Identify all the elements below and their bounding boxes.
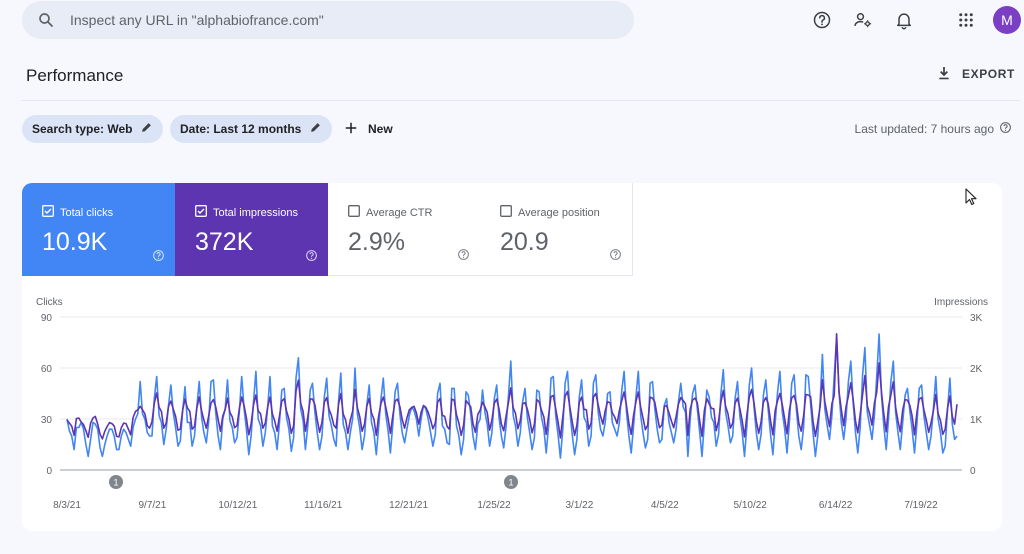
help-icon[interactable] <box>609 248 622 266</box>
apps-grid-icon[interactable] <box>954 8 978 32</box>
metric-value: 10.9K <box>42 228 108 256</box>
y-tick-right: 3K <box>970 313 983 324</box>
header-divider <box>22 100 1020 101</box>
x-tick-label: 8/3/21 <box>53 500 81 511</box>
metric-total-impressions[interactable]: Total impressions 372K <box>175 183 328 276</box>
edit-pencil-icon <box>132 121 153 137</box>
metric-average-ctr[interactable]: Average CTR 2.9% <box>328 183 481 276</box>
annotation-label: 1 <box>508 478 513 488</box>
checkbox-checked-icon[interactable] <box>42 205 54 220</box>
new-filter-label: New <box>368 122 393 136</box>
y-tick-right: 0 <box>970 466 976 477</box>
notifications-icon[interactable] <box>892 8 916 32</box>
checkbox-unchecked-icon[interactable] <box>500 205 512 220</box>
x-tick-label: 5/10/22 <box>734 500 768 511</box>
help-icon[interactable] <box>152 249 165 267</box>
plus-icon <box>344 121 358 138</box>
x-tick-label: 7/19/22 <box>904 500 938 511</box>
page-title: Performance <box>26 66 124 85</box>
url-inspection-search[interactable]: Inspect any URL in "alphabiofrance.com" <box>22 1 634 39</box>
y-tick-left: 90 <box>41 313 53 324</box>
x-tick-label: 4/5/22 <box>651 500 679 511</box>
search-type-label: Search type: Web <box>32 122 133 136</box>
y-axis-left-title: Clicks <box>36 297 63 308</box>
y-tick-left: 30 <box>41 415 53 426</box>
y-axis-right-ticks: 3K 2K 1K 0 <box>970 313 983 477</box>
checkbox-checked-icon[interactable] <box>195 205 207 220</box>
export-button[interactable]: EXPORT <box>936 64 1015 84</box>
annotation-marker <box>504 475 518 489</box>
x-tick-label: 1/25/22 <box>477 500 511 511</box>
search-icon <box>36 10 56 30</box>
x-tick-label: 12/21/21 <box>389 500 428 511</box>
metric-average-position[interactable]: Average position 20.9 <box>480 183 633 276</box>
last-updated-text: Last updated: 7 hours ago <box>854 122 994 136</box>
x-tick-label: 9/7/21 <box>138 500 166 511</box>
x-axis-ticks: 8/3/21 9/7/21 10/12/21 11/16/21 12/21/21 1/25… <box>53 500 938 511</box>
help-icon[interactable] <box>994 121 1012 137</box>
y-tick-right: 2K <box>970 364 983 375</box>
new-filter-button[interactable]: New <box>344 118 393 140</box>
date-filter-label: Date: Last 12 months <box>180 122 302 136</box>
metric-label: Total clicks <box>60 206 114 219</box>
y-tick-left: 0 <box>46 466 52 477</box>
metric-label: Average position <box>518 206 600 219</box>
annotation-label: 1 <box>113 478 118 488</box>
y-tick-left: 60 <box>41 364 53 375</box>
y-tick-right: 1K <box>970 415 983 426</box>
download-icon <box>936 65 952 84</box>
performance-card: Total clicks 10.9K Total impressions 372… <box>22 183 1002 531</box>
last-updated-status: Last updated: 7 hours ago <box>855 121 1012 137</box>
metric-total-clicks[interactable]: Total clicks 10.9K <box>22 183 175 276</box>
y-axis-right-title: Impressions <box>934 297 988 308</box>
edit-pencil-icon <box>301 121 322 137</box>
account-avatar[interactable]: M <box>993 6 1021 34</box>
help-icon[interactable] <box>305 249 318 267</box>
x-tick-label: 6/14/22 <box>819 500 853 511</box>
help-icon[interactable] <box>810 8 834 32</box>
mouse-cursor-icon <box>965 188 977 211</box>
series-line-impressions <box>66 332 958 440</box>
search-type-filter[interactable]: Search type: Web <box>22 115 164 143</box>
x-tick-label: 3/1/22 <box>565 500 593 511</box>
manage-users-icon[interactable] <box>851 8 875 32</box>
metric-label: Total impressions <box>213 206 298 219</box>
annotation-marker <box>109 475 123 489</box>
x-tick-label: 10/12/21 <box>218 500 257 511</box>
export-label: EXPORT <box>962 67 1015 81</box>
top-bar: Inspect any URL in "alphabiofrance.com" … <box>0 0 1024 40</box>
date-filter[interactable]: Date: Last 12 months <box>170 115 333 143</box>
help-icon[interactable] <box>457 248 470 266</box>
metric-value: 2.9% <box>348 228 405 256</box>
y-axis-left-ticks: 90 60 30 0 <box>41 313 53 477</box>
checkbox-unchecked-icon[interactable] <box>348 205 360 220</box>
search-placeholder[interactable]: Inspect any URL in "alphabiofrance.com" <box>70 12 324 28</box>
x-tick-label: 11/16/21 <box>304 500 343 511</box>
metric-value: 20.9 <box>500 228 549 256</box>
metric-value: 372K <box>195 228 254 256</box>
metric-label: Average CTR <box>366 206 433 219</box>
